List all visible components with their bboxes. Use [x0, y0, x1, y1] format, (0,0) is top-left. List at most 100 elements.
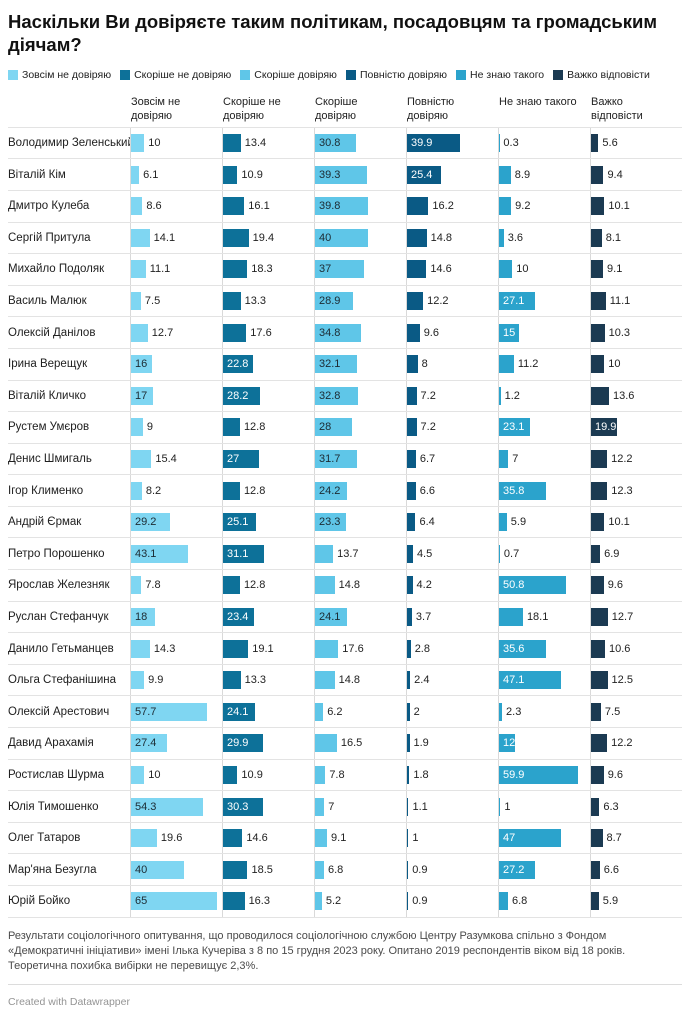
- bar: [591, 324, 605, 342]
- bar-cell: 1.8: [406, 760, 498, 791]
- bar: [315, 766, 325, 784]
- bar: [407, 229, 427, 247]
- bar: [407, 861, 408, 879]
- legend-item: Важко відповісти: [553, 69, 650, 81]
- value-label: 27.4: [135, 737, 156, 749]
- bar-cell: 5.9: [590, 886, 682, 917]
- bar-cell: 27.1: [498, 286, 590, 317]
- bar-cell: 27.4: [130, 728, 222, 759]
- value-label: 13.4: [245, 137, 266, 149]
- bar: [315, 829, 327, 847]
- legend-label: Повністю довіряю: [360, 69, 447, 81]
- legend-label: Скоріше довіряю: [254, 69, 337, 81]
- bar: [591, 292, 606, 310]
- value-label: 5.9: [511, 516, 526, 528]
- bar: [591, 229, 602, 247]
- value-label: 12.7: [152, 327, 173, 339]
- bar-cell: 27.2: [498, 854, 590, 885]
- bar-cell: 3.6: [498, 223, 590, 254]
- bar-cell: 8.1: [590, 223, 682, 254]
- politician-name: Василь Малюк: [8, 286, 130, 317]
- bar: [407, 482, 416, 500]
- bar-cell: 1.1: [406, 791, 498, 822]
- politician-name: Олексій Данілов: [8, 317, 130, 348]
- value-label: 9.1: [331, 832, 346, 844]
- bar-cell: 6.7: [406, 444, 498, 475]
- bar: [407, 387, 417, 405]
- bar: [407, 671, 410, 689]
- value-label: 7.2: [421, 390, 436, 402]
- bar-cell: 23.4: [222, 602, 314, 633]
- legend-item: Скоріше довіряю: [240, 69, 337, 81]
- value-label: 6.6: [420, 485, 435, 497]
- bar: [131, 418, 143, 436]
- bar-cell: 10.9: [222, 760, 314, 791]
- bar-cell: 12.5: [590, 665, 682, 696]
- value-label: 2.4: [414, 674, 429, 686]
- bar-cell: 40: [130, 854, 222, 885]
- bar-cell: 50.8: [498, 570, 590, 601]
- bar: [315, 671, 335, 689]
- bar: [591, 450, 607, 468]
- bar-cell: 12.7: [130, 317, 222, 348]
- value-label: 32.1: [319, 358, 340, 370]
- bar-cell: 13.4: [222, 128, 314, 159]
- bar: [131, 166, 139, 184]
- bar: [407, 324, 420, 342]
- bar: [499, 229, 504, 247]
- value-label: 28.2: [227, 390, 248, 402]
- value-label: 7.5: [145, 295, 160, 307]
- value-label: 25.4: [411, 169, 432, 181]
- legend-swatch-icon: [553, 70, 563, 80]
- value-label: 9.6: [424, 327, 439, 339]
- value-label: 16.1: [248, 200, 269, 212]
- bar-cell: 19.1: [222, 633, 314, 664]
- value-label: 22.8: [227, 358, 248, 370]
- politician-name: Ярослав Железняк: [8, 570, 130, 601]
- value-label: 12.7: [612, 611, 633, 623]
- bar-cell: 16: [130, 349, 222, 380]
- column-header: Скоріше довіряю: [314, 96, 406, 124]
- bar-cell: 7.2: [406, 412, 498, 443]
- value-label: 0.7: [504, 548, 519, 560]
- value-label: 39.9: [411, 137, 432, 149]
- bar: [591, 355, 604, 373]
- bar-cell: 16.1: [222, 191, 314, 222]
- bar: [131, 197, 142, 215]
- bar-cell: 12.8: [222, 570, 314, 601]
- bar-cell: 54.3: [130, 791, 222, 822]
- bar-cell: 28.2: [222, 381, 314, 412]
- bar-cell: 30.8: [314, 128, 406, 159]
- bar-cell: 12.3: [590, 475, 682, 506]
- legend-item: Не знаю такого: [456, 69, 544, 81]
- datawrapper-credit-link[interactable]: Created with Datawrapper: [8, 996, 130, 1008]
- bar-cell: 17.6: [314, 633, 406, 664]
- value-label: 23.3: [319, 516, 340, 528]
- legend-swatch-icon: [240, 70, 250, 80]
- bar: [407, 545, 413, 563]
- value-label: 12.2: [427, 295, 448, 307]
- value-label: 19.4: [253, 232, 274, 244]
- bar: [131, 134, 144, 152]
- value-label: 6.7: [420, 453, 435, 465]
- column-header: Важко відповісти: [590, 96, 682, 124]
- bar-cell: 10: [130, 760, 222, 791]
- bar-cell: 0.3: [498, 128, 590, 159]
- value-label: 28.9: [319, 295, 340, 307]
- bar-cell: 28.9: [314, 286, 406, 317]
- value-label: 7.8: [329, 769, 344, 781]
- legend-swatch-icon: [8, 70, 18, 80]
- bar: [407, 734, 410, 752]
- bar: [591, 703, 601, 721]
- value-label: 10: [148, 769, 160, 781]
- bar-cell: 0.7: [498, 538, 590, 569]
- value-label: 6.9: [604, 548, 619, 560]
- value-label: 14.1: [154, 232, 175, 244]
- bar-cell: 57.7: [130, 696, 222, 727]
- value-label: 8: [422, 358, 428, 370]
- bar: [223, 166, 237, 184]
- bar-cell: 6.8: [314, 854, 406, 885]
